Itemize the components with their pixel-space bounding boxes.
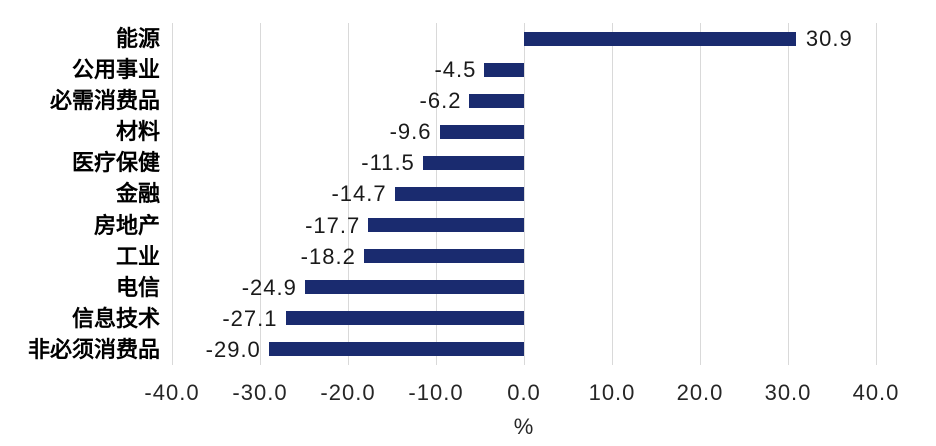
value-label: -14.7 [331,181,387,207]
category-label: 必需消费品 [49,88,160,114]
gridline [787,23,789,365]
x-tick-label: 0.0 [507,380,541,405]
category-label: 能源 [115,26,160,51]
category-label: 医疗保健 [71,150,160,176]
value-label: -27.1 [222,305,278,331]
gridline [523,23,525,365]
value-label: -24.9 [241,274,297,300]
category-label: 电信 [115,274,160,300]
gridline [699,23,701,365]
gridline [347,23,349,365]
x-tick-label: -20.0 [320,380,376,405]
bar [394,187,524,201]
x-axis-title: % [513,414,535,439]
x-tick-label: 30.0 [764,380,812,405]
value-label: -11.5 [361,150,415,176]
gridline [259,23,261,365]
bar [268,342,524,357]
category-label: 工业 [115,243,160,269]
category-label: 房地产 [93,212,160,238]
category-label: 公用事业 [71,57,160,83]
category-label: 非必须消费品 [27,336,160,362]
value-label: 30.9 [805,26,853,51]
value-label: -17.7 [305,212,361,238]
x-tick-label: 10.0 [588,380,636,405]
value-label: -4.5 [434,57,477,83]
category-label: 金融 [115,181,160,207]
value-label: -9.6 [389,119,432,145]
x-tick-label: 40.0 [852,380,900,405]
value-label: -18.2 [300,243,356,269]
category-label: 信息技术 [71,305,160,331]
bar [469,93,524,108]
x-tick-label: 20.0 [676,380,724,405]
gridline [171,23,173,365]
gridline [611,23,613,365]
value-label: -29.0 [205,336,261,362]
bar [363,249,524,264]
bar [368,218,524,233]
bar [439,124,524,139]
category-label: 材料 [115,119,160,145]
gridline [875,23,877,365]
x-tick-label: -40.0 [144,380,200,405]
bar [484,62,524,77]
bar [524,31,796,46]
bar [422,155,524,170]
x-tick-label: -10.0 [408,380,464,405]
x-tick-label: -30.0 [232,380,288,405]
value-label: -6.2 [419,88,462,114]
bar [285,311,524,326]
bar [304,280,524,295]
